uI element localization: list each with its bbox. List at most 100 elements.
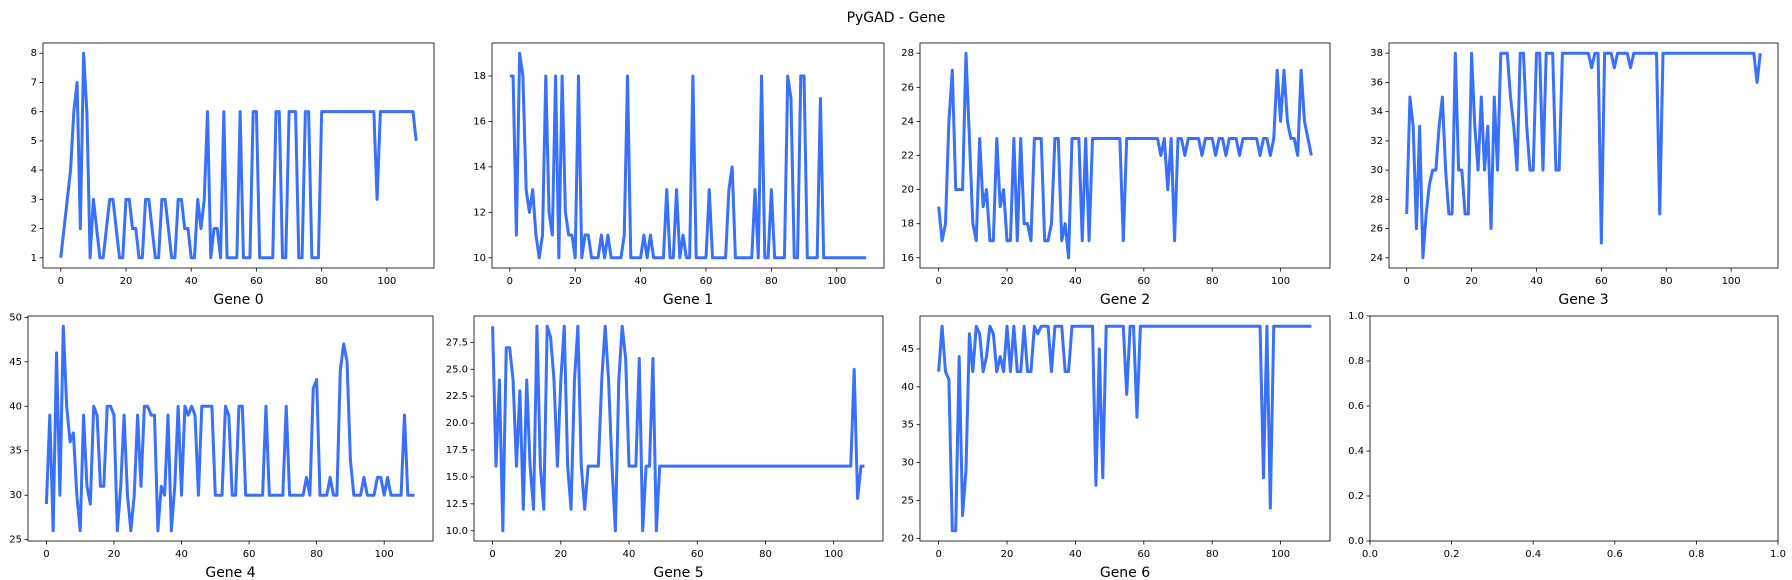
x-axis-label: Gene 3 <box>1558 292 1608 308</box>
y-tick-label: 2 <box>31 224 37 235</box>
y-tick-label: 26 <box>1370 224 1383 235</box>
y-tick-label: 30 <box>1370 165 1383 176</box>
x-tick-label: 100 <box>1271 276 1290 287</box>
x-tick-label: 100 <box>375 549 394 560</box>
y-tick-label: 35 <box>9 446 22 457</box>
plot-area-7 <box>1369 315 1779 542</box>
figure-title: PyGAD - Gene <box>847 10 946 26</box>
x-axis-label: Gene 4 <box>205 565 255 580</box>
y-tick-label: 45 <box>901 344 914 355</box>
y-tick-label: 1 <box>31 253 37 264</box>
x-tick-label: 40 <box>634 276 647 287</box>
series-line-gene-1 <box>509 51 867 260</box>
y-tick-label: 20 <box>901 533 914 544</box>
x-tick-label: 60 <box>243 549 256 560</box>
x-tick-label: 40 <box>1069 549 1082 560</box>
y-tick-label: 24 <box>901 116 914 127</box>
x-tick-label: 100 <box>1271 549 1290 560</box>
y-tick-label: 14 <box>473 162 486 173</box>
x-tick-label: 40 <box>623 549 636 560</box>
x-tick-label: 60 <box>1595 276 1608 287</box>
x-axis-label: Gene 2 <box>1100 292 1150 308</box>
x-tick-label: 40 <box>1069 276 1082 287</box>
y-tick-label: 10 <box>473 253 486 264</box>
x-tick-label: 60 <box>250 276 263 287</box>
x-tick-label: 100 <box>824 549 843 560</box>
x-tick-label: 0 <box>935 549 941 560</box>
x-tick-label: 100 <box>1722 276 1741 287</box>
series-line-gene-0 <box>59 51 418 260</box>
x-tick-label: 0.4 <box>1525 549 1541 560</box>
subplot-4: 0 20 40 60 80 100 25 30 35 40 45 50 Gene 4 <box>9 312 434 580</box>
x-tick-label: 0 <box>43 549 49 560</box>
y-tick-label: 15.0 <box>446 472 468 483</box>
y-tick-label: 7 <box>31 77 37 88</box>
x-tick-label: 40 <box>1530 276 1543 287</box>
x-tick-label: 20 <box>569 276 582 287</box>
x-tick-label: 60 <box>691 549 704 560</box>
x-tick-label: 80 <box>1660 276 1673 287</box>
x-tick-label: 20 <box>1465 276 1478 287</box>
y-tick-label: 5 <box>31 136 37 147</box>
y-tick-label: 28 <box>1370 194 1383 205</box>
subplot-0: 0 20 40 60 80 100 1 2 3 4 5 6 7 8 Gene 0 <box>31 42 435 308</box>
y-tick-label: 12 <box>473 207 486 218</box>
subplot-5: 0 20 40 60 80 100 10.0 12.5 15.0 17.5 20.0 22.5 25.0… <box>446 315 884 580</box>
x-axis-label: Gene 5 <box>653 565 703 580</box>
y-tick-label: 10.0 <box>446 526 468 537</box>
y-tick-label: 8 <box>31 48 37 59</box>
x-tick-label: 60 <box>700 276 713 287</box>
y-tick-label: 6 <box>31 107 37 118</box>
y-tick-label: 17.5 <box>446 445 468 456</box>
series-line-gene-6 <box>937 324 1312 533</box>
x-tick-label: 0.6 <box>1607 549 1623 560</box>
y-tick-label: 25.0 <box>446 364 468 375</box>
x-tick-label: 80 <box>310 549 323 560</box>
y-tick-label: 22.5 <box>446 391 468 402</box>
y-tick-label: 0.0 <box>1348 536 1364 547</box>
y-tick-label: 30 <box>9 490 22 501</box>
x-tick-label: 20 <box>120 276 133 287</box>
y-tick-label: 22 <box>901 151 914 162</box>
x-tick-label: 0 <box>507 276 513 287</box>
y-tick-label: 34 <box>1370 107 1383 118</box>
x-axis-label: Gene 1 <box>663 292 713 308</box>
x-tick-label: 0.0 <box>1362 549 1378 560</box>
y-tick-label: 28 <box>901 48 914 59</box>
y-tick-label: 20.0 <box>446 418 468 429</box>
x-tick-label: 20 <box>1001 276 1014 287</box>
x-tick-label: 80 <box>315 276 328 287</box>
subplot-1: 0 20 40 60 80 100 10 12 14 16 18 Gene 1 <box>473 42 885 308</box>
series-line-gene-3 <box>1405 51 1762 260</box>
x-tick-label: 20 <box>1001 549 1014 560</box>
y-tick-label: 26 <box>901 82 914 93</box>
y-tick-label: 3 <box>31 194 37 205</box>
y-tick-label: 40 <box>9 401 22 412</box>
x-tick-label: 100 <box>827 276 846 287</box>
subplot-2: 0 20 40 60 80 100 16 18 20 22 24 26 28 Gene 2 <box>901 42 1331 308</box>
y-tick-label: 0.8 <box>1348 356 1364 367</box>
y-tick-label: 0.6 <box>1348 401 1364 412</box>
x-tick-label: 60 <box>1137 276 1150 287</box>
x-tick-label: 40 <box>175 549 188 560</box>
series-line-gene-2 <box>937 51 1313 260</box>
y-tick-label: 25 <box>901 495 914 506</box>
y-tick-label: 32 <box>1370 136 1383 147</box>
x-tick-label: 80 <box>759 549 772 560</box>
x-tick-label: 1.0 <box>1770 549 1786 560</box>
x-axis-label: Gene 0 <box>213 292 263 308</box>
y-tick-label: 40 <box>901 382 914 393</box>
y-tick-label: 35 <box>901 420 914 431</box>
x-tick-label: 20 <box>108 549 121 560</box>
y-tick-label: 24 <box>1370 253 1383 264</box>
y-tick-label: 16 <box>901 253 914 264</box>
y-tick-label: 18 <box>901 219 914 230</box>
y-tick-label: 4 <box>31 165 37 176</box>
x-tick-label: 80 <box>1206 549 1219 560</box>
x-tick-label: 100 <box>377 276 396 287</box>
x-tick-label: 0 <box>1403 276 1409 287</box>
y-tick-label: 0.2 <box>1348 491 1364 502</box>
y-tick-label: 20 <box>901 185 914 196</box>
